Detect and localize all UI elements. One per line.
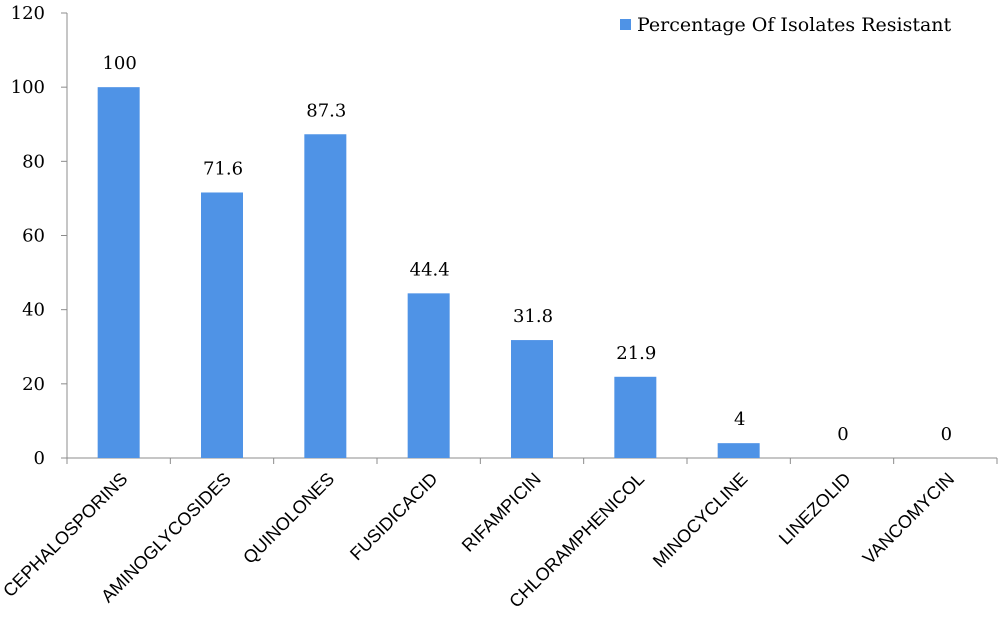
legend-label: Percentage Of Isolates Resistant [637,14,952,36]
bar [304,134,347,458]
y-tick-label: 60 [22,226,45,247]
x-tick-label: LINEZOLID [775,469,855,549]
data-label: 44.4 [410,259,450,280]
x-tick-label: RIFAMPICIN [458,469,545,556]
legend: Percentage Of Isolates Resistant [620,14,952,36]
y-tick-label: 40 [22,300,45,321]
data-label: 100 [102,53,136,74]
bar [614,376,657,458]
data-label: 31.8 [513,306,553,327]
data-label: 0 [837,424,848,445]
x-tick-label: QUINOLONES [239,469,338,568]
y-tick-label: 120 [11,3,45,24]
y-axis: 0 20 40 60 80 100 120 [11,3,68,469]
y-tick-label: 80 [22,151,45,172]
x-tick-label: FUSIDICACID [346,469,441,564]
data-labels: 100 71.6 87.3 44.4 31.8 21.9 4 0 0 [102,53,952,445]
bars [97,87,760,459]
bar [201,192,243,458]
data-label: 21.9 [616,343,656,364]
x-tick-label: VANCOMYCIN [859,469,958,568]
bar [511,340,553,458]
data-label: 0 [941,424,952,445]
bar [717,443,760,458]
bar [97,87,140,459]
y-tick-label: 20 [22,374,45,395]
data-label: 4 [734,409,745,430]
x-tick-label: MINOCYCLINE [649,469,752,572]
x-axis [66,457,998,464]
legend-swatch [620,19,631,30]
y-tick-label: 100 [11,77,45,98]
data-label: 71.6 [203,158,243,179]
y-tick-label: 0 [34,448,45,469]
bar [407,293,450,458]
data-label: 87.3 [306,100,346,121]
